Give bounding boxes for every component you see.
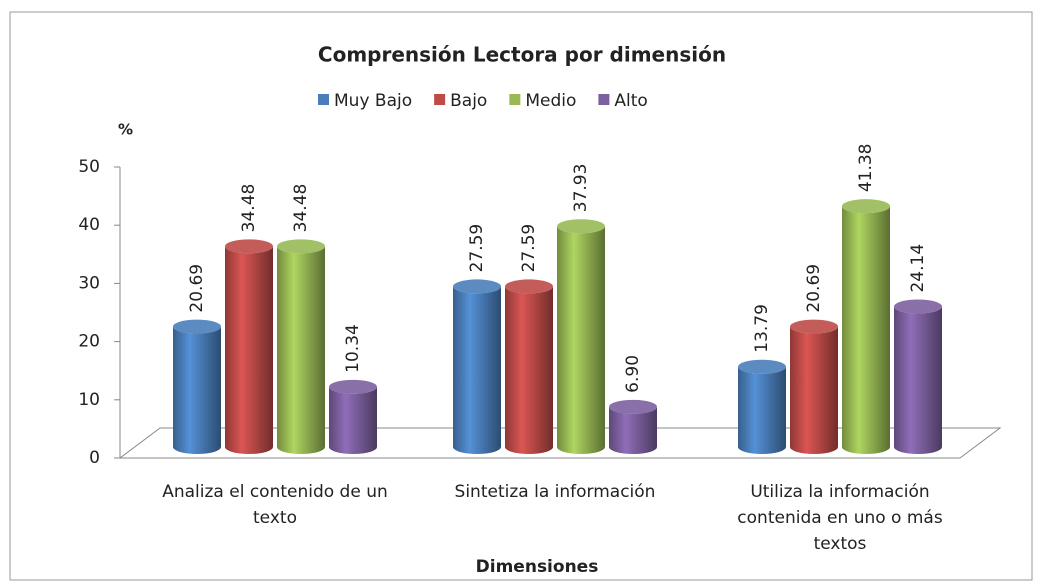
bar-top [173, 319, 221, 334]
bar-top [609, 399, 657, 414]
value-label: 27.59 [467, 224, 487, 273]
x-tick-label: Sintetiza la información [455, 482, 656, 502]
y-axis-title: % [118, 121, 133, 139]
bar [738, 366, 786, 454]
value-label: 20.69 [187, 264, 207, 313]
value-label: 37.93 [571, 164, 591, 213]
legend-label: Bajo [450, 91, 487, 111]
y-tick-label: 20 [78, 332, 100, 352]
bar-top [277, 239, 325, 254]
value-label: 27.59 [519, 224, 539, 273]
bar-top [453, 279, 501, 294]
bar [173, 326, 221, 454]
bar [842, 206, 891, 454]
legend-swatch [434, 94, 446, 105]
y-tick-label: 10 [78, 390, 100, 410]
value-label: 34.48 [291, 184, 311, 233]
legend-label: Medio [525, 91, 576, 111]
y-tick-label: 40 [78, 215, 100, 235]
bar [790, 326, 838, 454]
value-label: 13.79 [752, 304, 772, 353]
bar-top [842, 199, 890, 214]
bar-top [329, 379, 377, 394]
bar [453, 286, 501, 454]
legend-swatch [318, 94, 329, 105]
x-tick-label: Utiliza la información contenida en uno o… [737, 482, 943, 554]
bar [894, 306, 942, 454]
bar-top [557, 219, 605, 234]
bar-top [225, 239, 273, 254]
x-axis-title: Dimensiones [476, 557, 599, 577]
bar-top [790, 319, 838, 334]
value-label: 34.48 [239, 184, 259, 233]
y-tick-label: 50 [78, 157, 100, 177]
bar [277, 246, 325, 454]
legend-label: Alto [614, 91, 647, 111]
value-label: 10.34 [343, 324, 363, 373]
bar-top [505, 279, 553, 294]
value-label: 6.90 [623, 355, 643, 393]
floor [118, 427, 1002, 459]
bar-top [894, 299, 942, 314]
bar [329, 386, 377, 454]
value-label: 24.14 [908, 244, 928, 293]
value-label: 41.38 [856, 143, 876, 192]
chart-title: Comprensión Lectora por dimensión [318, 43, 726, 67]
bar [225, 246, 273, 454]
legend-swatch [509, 94, 521, 105]
bar [609, 406, 657, 454]
legend-label: Muy Bajo [334, 91, 412, 111]
value-label: 20.69 [804, 264, 824, 313]
bar-top [738, 359, 786, 374]
y-tick-label: 0 [89, 448, 100, 468]
legend-swatch [598, 94, 610, 105]
bar [505, 286, 553, 454]
bar [557, 226, 605, 454]
x-tick-label: Analiza el contenido de un texto [162, 482, 388, 528]
y-tick-label: 30 [78, 273, 100, 293]
